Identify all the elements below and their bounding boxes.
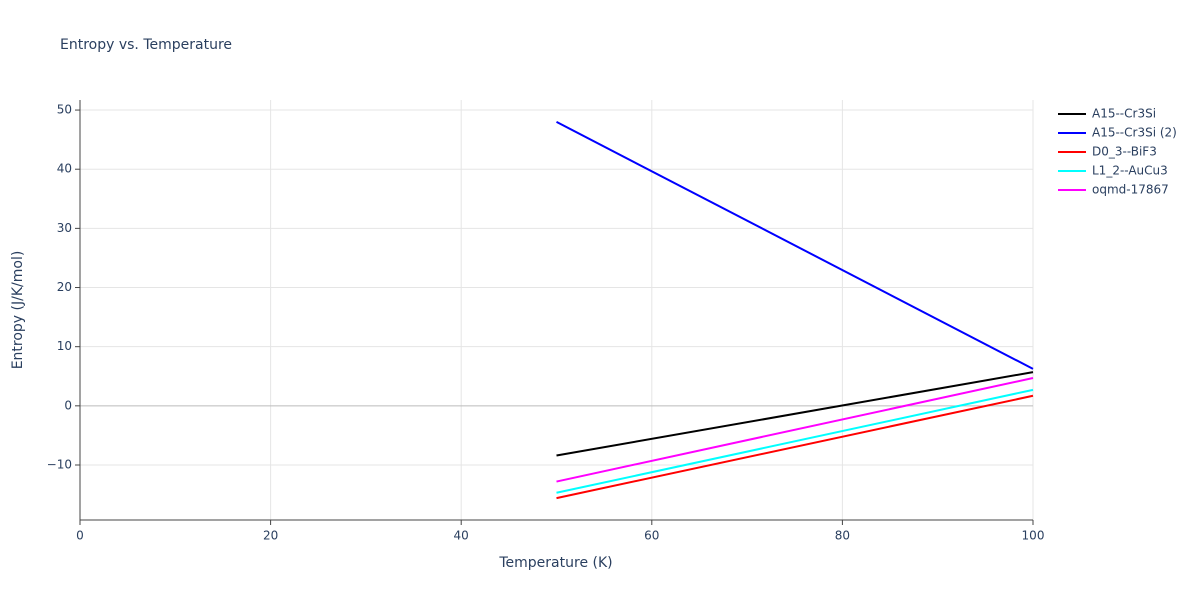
series-line [556, 394, 1034, 500]
legend-label: oqmd-17867 [1092, 183, 1169, 197]
series-line [556, 120, 1034, 370]
x-tick-label: 20 [263, 529, 278, 543]
series-line [556, 377, 1034, 483]
y-tick-label: 10 [57, 339, 72, 353]
x-tick-label: 40 [454, 529, 469, 543]
y-tick-label: 20 [57, 280, 72, 294]
x-tick-label: 100 [1022, 529, 1045, 543]
x-tick-label: 60 [644, 529, 659, 543]
legend-label: D0_3--BiF3 [1092, 145, 1157, 159]
legend-label: L1_2--AuCu3 [1092, 164, 1168, 178]
legend-label: A15--Cr3Si (2) [1092, 126, 1177, 140]
y-axis-label: Entropy (J/K/mol) [10, 251, 26, 370]
y-tick-label: 30 [57, 221, 72, 235]
y-tick-label: −10 [47, 457, 72, 471]
x-axis-label: Temperature (K) [498, 555, 612, 571]
x-tick-label: 80 [835, 529, 850, 543]
x-tick-label: 0 [76, 529, 84, 543]
y-tick-label: 50 [57, 103, 72, 117]
series-line [556, 371, 1034, 457]
legend-label: A15--Cr3Si [1092, 107, 1156, 121]
chart-title: Entropy vs. Temperature [60, 37, 232, 53]
series-line [556, 388, 1034, 494]
y-tick-label: 0 [64, 398, 72, 412]
y-tick-label: 40 [57, 162, 72, 176]
